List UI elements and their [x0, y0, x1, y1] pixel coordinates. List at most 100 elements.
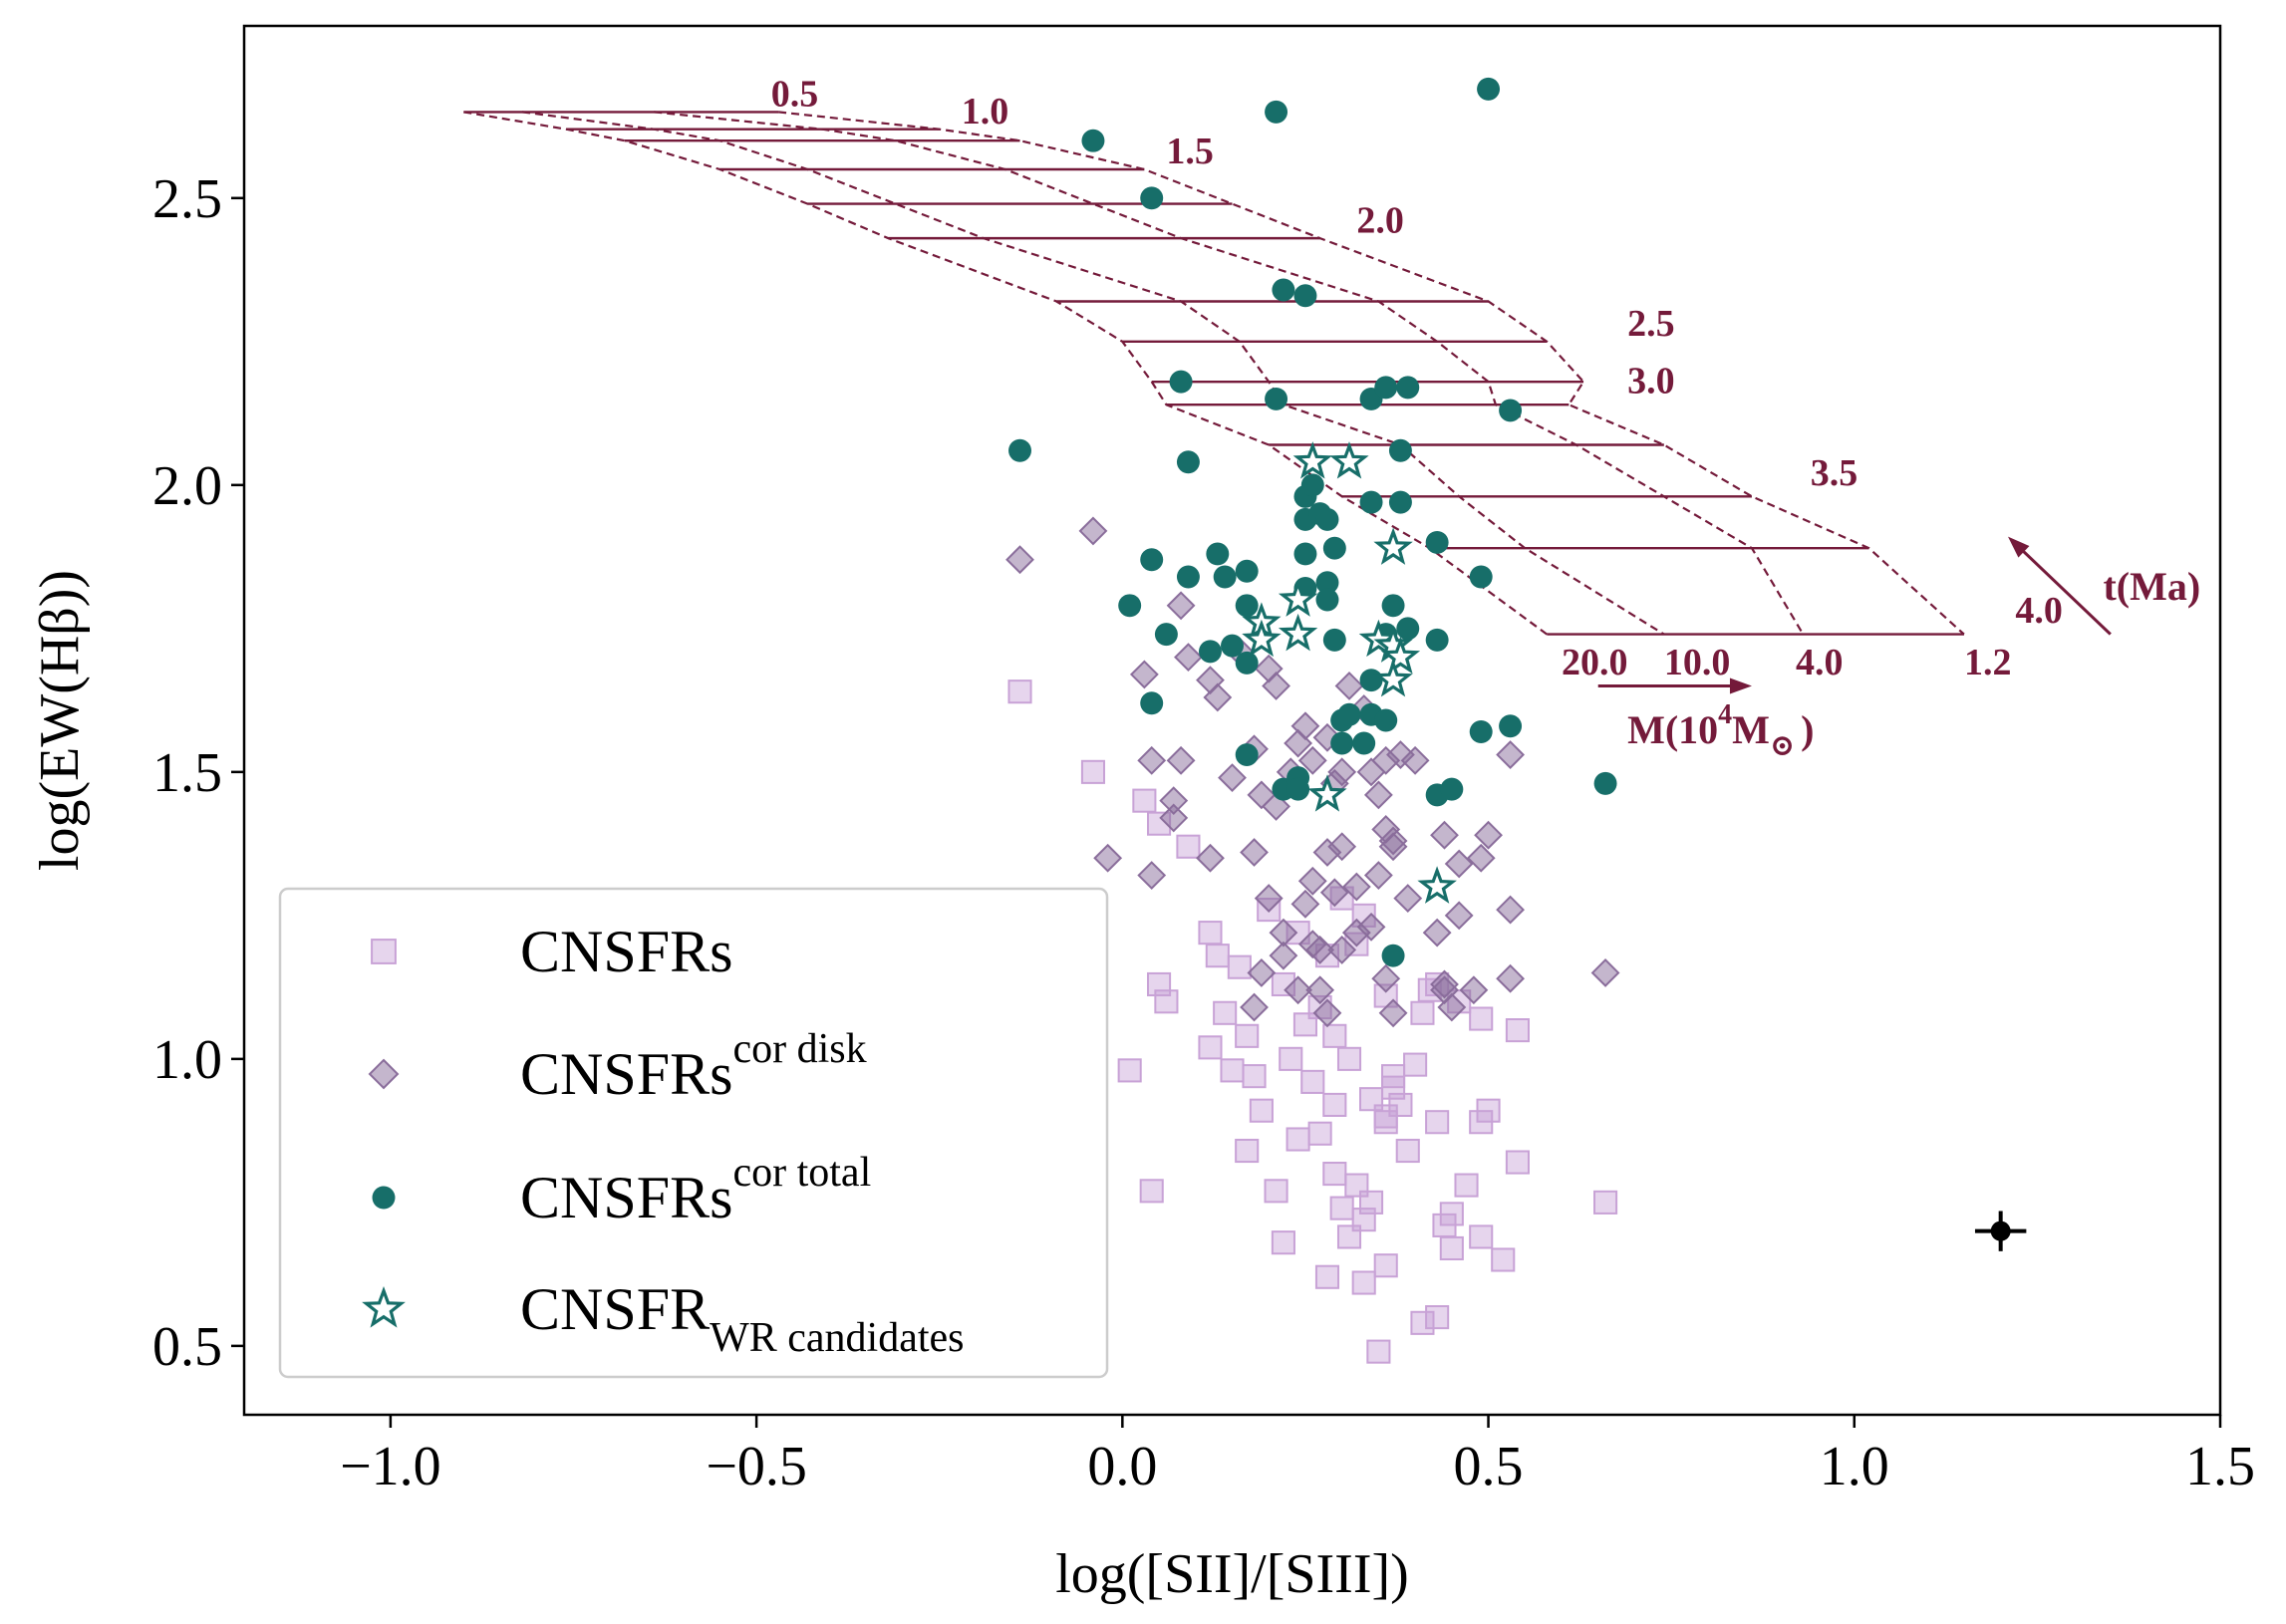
circle-point	[1499, 399, 1523, 422]
square-point	[1279, 1046, 1303, 1071]
square-point	[1425, 1305, 1450, 1330]
mass-label-0: 20.0	[1562, 642, 1628, 683]
square-point	[1469, 1006, 1494, 1031]
diamond-point	[1444, 901, 1474, 931]
square-point	[1439, 1235, 1464, 1261]
circle-point	[1265, 387, 1288, 410]
y-tick-label: 2.5	[152, 168, 222, 230]
legend-marker-cnsfrs	[371, 939, 397, 964]
model-mass-track-1	[521, 111, 1665, 636]
star-point	[1242, 619, 1282, 658]
square-point	[1235, 1023, 1260, 1048]
square-point	[1593, 1190, 1618, 1215]
square-point	[1198, 921, 1223, 946]
circle-point	[1272, 278, 1295, 302]
square-point	[1373, 1110, 1398, 1135]
star-point	[1380, 636, 1421, 675]
square-point	[1198, 1035, 1223, 1060]
square-point	[1454, 1173, 1479, 1198]
square-point	[1469, 1224, 1494, 1249]
diamond-point	[1137, 861, 1167, 890]
circle-point	[1381, 944, 1405, 967]
diamond-point	[1393, 884, 1423, 913]
age-label-5: 3.0	[1627, 361, 1675, 403]
diamond-point	[1166, 591, 1196, 621]
circle-point	[1315, 588, 1339, 612]
legend-marker-cor_total	[372, 1186, 396, 1210]
y-axis-label: log(EW(Hβ))	[29, 570, 91, 871]
circle-point	[1425, 628, 1449, 652]
diamond-point	[1269, 941, 1298, 970]
square-point	[1476, 1098, 1501, 1123]
circle-point	[1176, 450, 1200, 474]
circle-point	[1140, 691, 1164, 715]
square-point	[1373, 1253, 1398, 1278]
diamond-point	[1203, 682, 1233, 712]
x-tick-label: 1.5	[2185, 1436, 2255, 1497]
square-point	[1322, 1023, 1347, 1048]
legend-label-sup: cor total	[732, 1150, 871, 1196]
age-arrow-head	[2008, 536, 2030, 558]
circle-point	[1315, 507, 1339, 531]
diamond-point	[1422, 918, 1452, 947]
diamond-point	[1240, 838, 1269, 867]
diamond-point	[1159, 786, 1189, 816]
data-points	[1005, 77, 1620, 1364]
square-point	[1117, 1058, 1142, 1083]
mass-label-3: 1.2	[1964, 642, 2012, 683]
circle-point	[1300, 473, 1324, 497]
star-point	[1373, 660, 1413, 697]
circle-point	[1381, 594, 1405, 618]
circle-point	[1352, 731, 1376, 755]
star-point	[1278, 579, 1318, 617]
square-point	[1322, 1092, 1347, 1117]
mass-axis-label: M(104M⊙)	[1627, 699, 1814, 762]
diamond-point	[1327, 832, 1357, 862]
diamond-point	[1466, 843, 1496, 873]
diamond-point	[1262, 791, 1290, 821]
legend-label-main: CNSFR	[520, 1276, 710, 1342]
legend-label-main: CNSFRs	[520, 919, 732, 984]
diamond-point	[1297, 930, 1327, 959]
circle-point	[1140, 186, 1164, 210]
diamond-point	[1356, 912, 1386, 942]
diamond-point	[1129, 660, 1159, 689]
circle-point	[1477, 77, 1501, 101]
square-point	[1242, 1064, 1267, 1089]
circle-point	[1221, 634, 1244, 658]
x-tick-label: 1.0	[1820, 1436, 1889, 1497]
x-tick-label: 0.5	[1454, 1436, 1524, 1497]
diamond-point	[1312, 722, 1342, 752]
x-tick-label: −1.0	[340, 1436, 441, 1497]
square-point	[1366, 1339, 1391, 1364]
diamond-point	[1496, 740, 1526, 769]
series-square	[1007, 679, 1618, 1364]
model-mass-track-3	[777, 111, 1965, 636]
square-point	[1425, 1110, 1450, 1135]
series-diamond	[1005, 516, 1620, 1028]
x-tick-label: 0.0	[1087, 1436, 1157, 1497]
diamond-point	[1174, 643, 1203, 673]
square-point	[1080, 759, 1106, 784]
series-circle	[1008, 77, 1617, 967]
circle-point	[1425, 530, 1449, 554]
star-point	[1307, 774, 1347, 812]
diamond-point	[1166, 745, 1196, 775]
circle-point	[1235, 594, 1259, 618]
square-point	[1213, 1000, 1238, 1025]
circle-point	[1315, 571, 1339, 595]
circle-point	[1198, 640, 1222, 664]
circle-point	[1330, 731, 1354, 755]
legend-label-main: CNSFRs	[520, 1165, 732, 1230]
square-point	[1227, 954, 1252, 979]
axis-ticks: −1.0 −0.5 0.0 0.5 1.0 1.5 0.5 1.0 1.5 2.0 2.5	[152, 168, 2255, 1497]
circle-point	[1322, 536, 1346, 560]
diamond-point	[1437, 992, 1467, 1022]
square-point	[1395, 1138, 1420, 1164]
mass-axis-label-sun: ⊙	[1770, 729, 1795, 762]
circle-point	[1593, 771, 1617, 795]
circle-point	[1235, 651, 1259, 675]
square-point	[1322, 1162, 1347, 1187]
age-axis-label: t(Ma)	[2103, 564, 2200, 609]
